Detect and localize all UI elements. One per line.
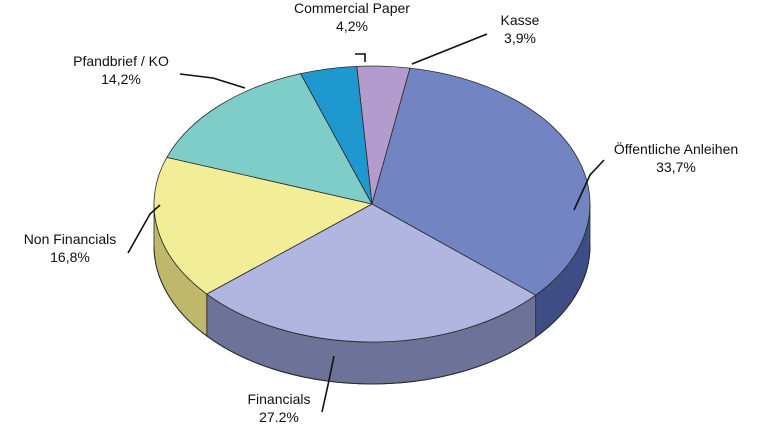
slice-label-financials: Financials bbox=[247, 391, 310, 407]
slice-label-commercial-paper: Commercial Paper bbox=[294, 0, 410, 16]
slice-commercial-paper bbox=[299, 65, 373, 205]
slice-value-commercial-paper: 4,2% bbox=[336, 18, 368, 34]
slice-value-non-financials: 16,8% bbox=[50, 249, 90, 265]
pie-bottom-rim bbox=[153, 245, 591, 385]
slice-value-pfandbrief-ko: 14,2% bbox=[101, 71, 141, 87]
slice-value-financials: 27.2% bbox=[259, 409, 299, 425]
slice-offentliche-anleihen bbox=[371, 67, 591, 296]
slice-labels: Kasse 3,9% Öffentliche Anleihen 33,7% Financ… bbox=[24, 0, 738, 425]
leader-line-pfandbrief-ko bbox=[179, 73, 246, 89]
slice-label-pfandbrief-ko: Pfandbrief / KO bbox=[73, 53, 169, 69]
slice-financials bbox=[206, 203, 537, 343]
slice-value-kasse: 3,9% bbox=[504, 30, 536, 46]
leader-line-financials bbox=[321, 355, 335, 413]
leader-line-offentliche-anleihen bbox=[573, 159, 605, 211]
leader-line-non-financials bbox=[127, 204, 161, 254]
slice-label-kasse: Kasse bbox=[501, 12, 540, 28]
leader-lines bbox=[127, 33, 605, 413]
leader-line-commercial-paper bbox=[355, 53, 366, 62]
slice-pfandbrief-ko bbox=[166, 73, 373, 205]
slice-label-offentliche-anleihen: Öffentliche Anleihen bbox=[614, 140, 738, 157]
slice-non-financials bbox=[153, 156, 374, 295]
slice-value-offentliche-anleihen: 33,7% bbox=[656, 159, 696, 175]
slice-label-non-financials: Non Financials bbox=[24, 231, 117, 247]
leader-line-kasse bbox=[411, 33, 488, 65]
pie-slices bbox=[153, 65, 591, 343]
